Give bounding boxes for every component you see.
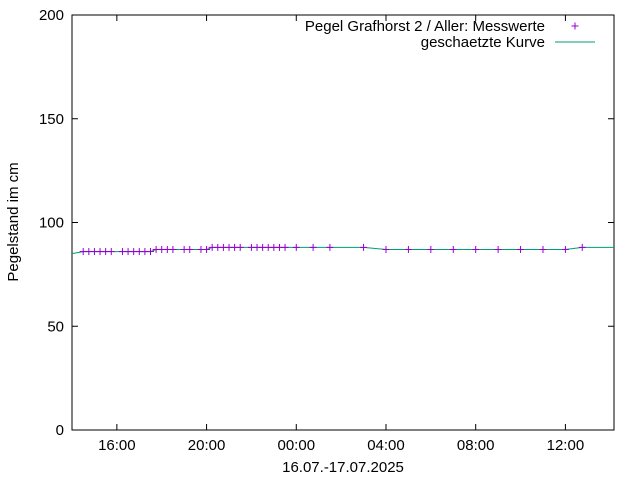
y-tick-label: 100 [39, 215, 64, 232]
data-point [561, 245, 569, 253]
data-point [236, 243, 244, 251]
y-axis: 0 50 100 150 200 [39, 7, 614, 439]
legend-marker-messwerte [571, 22, 579, 30]
data-point [107, 248, 115, 256]
y-tick-label: 150 [39, 111, 64, 128]
x-tick-label: 12:00 [547, 437, 585, 454]
data-point [382, 245, 390, 253]
y-tick-label: 50 [47, 318, 64, 335]
y-axis-label: Pegelstand im cm [5, 162, 22, 281]
data-point [292, 243, 300, 251]
legend-label-messwerte: Pegel Grafhorst 2 / Aller: Messwerte [305, 18, 545, 35]
data-point [449, 245, 457, 253]
x-tick-label: 08:00 [457, 437, 495, 454]
data-point [404, 245, 412, 253]
series-layer [71, 243, 614, 256]
data-point [203, 245, 211, 253]
y-tick-label: 0 [56, 422, 64, 439]
data-point [494, 245, 502, 253]
data-point [517, 245, 525, 253]
x-axis: 16:00 20:00 00:00 04:00 08:00 12:00 [98, 15, 584, 454]
x-tick-label: 04:00 [367, 437, 405, 454]
data-point [427, 245, 435, 253]
data-point [578, 243, 586, 251]
legend-label-kurve: geschaetzte Kurve [421, 34, 545, 51]
x-tick-label: 00:00 [278, 437, 316, 454]
legend-plus [571, 22, 579, 30]
data-point [309, 243, 317, 251]
data-point [539, 245, 547, 253]
legend: Pegel Grafhorst 2 / Aller: Messwerte ges… [305, 18, 595, 51]
data-point [146, 248, 154, 256]
data-point [360, 243, 368, 251]
data-point [169, 245, 177, 253]
series-line-kurve [71, 246, 614, 255]
data-point [281, 243, 289, 251]
data-point [472, 245, 480, 253]
data-point [326, 243, 334, 251]
x-tick-label: 16:00 [98, 437, 136, 454]
x-axis-label: 16.07.-17.07.2025 [282, 459, 404, 476]
x-tick-label: 20:00 [188, 437, 226, 454]
data-point [186, 245, 194, 253]
plot-frame [71, 14, 615, 431]
y-tick-label: 200 [39, 7, 64, 24]
